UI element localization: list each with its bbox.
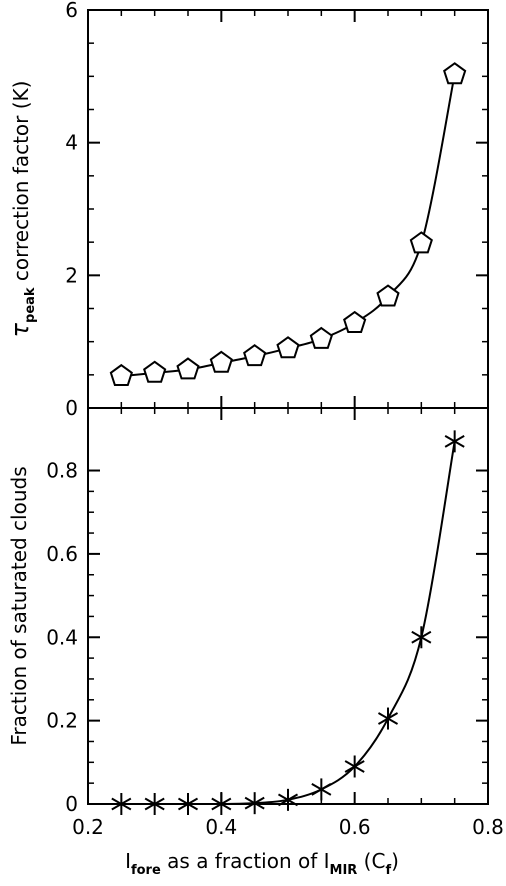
x-tick-label: 0.6 — [339, 815, 371, 839]
x-axis-title: Ifore as a fraction of IMIR (Cf) — [125, 849, 399, 878]
bottom-tick-labels: 00.20.40.60.80.2 0.4 0.6 0.8 — [46, 459, 504, 839]
asterisk-marker — [211, 793, 232, 815]
asterisk-marker — [244, 792, 265, 815]
bottom-y-axis-title: Fraction of saturated clouds — [7, 466, 31, 745]
asterisk-marker — [377, 707, 399, 730]
x-tick-label: 0.4 — [205, 815, 237, 839]
asterisk-marker — [444, 430, 465, 453]
asterisk-marker — [344, 755, 365, 778]
y-tick-label: 0 — [65, 792, 78, 816]
asterisk-marker — [277, 788, 299, 811]
y-tick-label: 0.8 — [46, 459, 78, 483]
pentagon-marker — [343, 310, 367, 333]
asterisk-marker — [144, 793, 165, 815]
asterisk-marker — [111, 793, 132, 815]
bottom-series-markers — [111, 430, 465, 815]
pentagon-marker — [443, 62, 467, 85]
asterisk-marker — [411, 626, 432, 649]
pentagon-marker — [209, 350, 233, 373]
bottom-series-line — [121, 441, 456, 806]
x-tick-label: 0.2 — [72, 815, 104, 839]
top-series-markers — [109, 62, 467, 387]
pentagon-marker — [276, 336, 300, 359]
top-y-axis-title: τpeak correction factor (K) — [6, 81, 38, 338]
y-tick-label: 0.4 — [46, 625, 78, 649]
x-tick-label: 0.8 — [472, 815, 504, 839]
pentagon-marker — [309, 326, 333, 349]
y-tick-label: 0.2 — [46, 709, 78, 733]
pentagon-marker — [376, 284, 400, 307]
pentagon-marker — [143, 360, 167, 383]
y-tick-label: 0.6 — [46, 542, 78, 566]
y-tick-label: 4 — [65, 131, 78, 155]
y-tick-label: 6 — [65, 0, 78, 22]
y-tick-label: 2 — [65, 263, 78, 287]
pentagon-marker — [176, 357, 200, 380]
pentagon-marker — [109, 363, 133, 387]
y-tick-label: 0 — [65, 396, 78, 420]
asterisk-marker — [177, 793, 199, 815]
pentagon-marker — [243, 344, 267, 367]
top-series-line — [121, 74, 456, 378]
pentagon-marker — [409, 231, 433, 254]
asterisk-marker — [311, 778, 332, 801]
bottom-panel-saturated-fraction: 00.20.40.60.80.2 0.4 0.6 0.8 Fraction of sa… — [7, 407, 504, 878]
top-panel-tau-correction: 0 2 4 6 τpeak correction factor (K) — [6, 0, 489, 420]
top-y-tick-labels: 0 2 4 6 — [65, 0, 78, 420]
